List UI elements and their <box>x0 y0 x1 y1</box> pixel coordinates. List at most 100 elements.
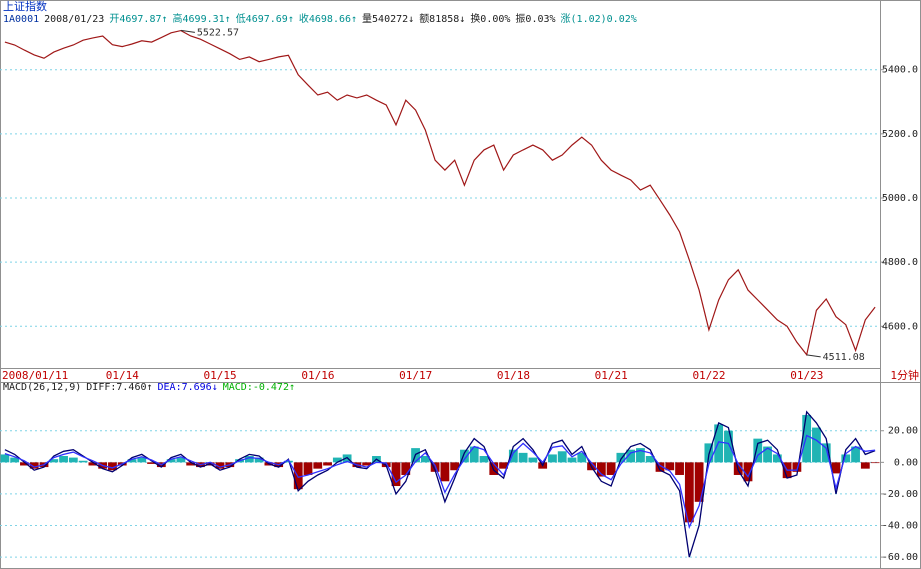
macd-bar <box>68 457 78 463</box>
header-item: 1A0001 <box>3 14 39 25</box>
x-tick-label: 01/22 <box>692 369 725 382</box>
y-tick-label: 5000.0 <box>882 193 918 204</box>
y-tick-label: -40.00 <box>882 521 918 532</box>
macd-line <box>4 410 876 558</box>
macd-bar <box>332 457 342 463</box>
macd-bar <box>10 457 20 463</box>
x-tick-label: 2008/01/11 <box>2 369 68 382</box>
macd-bar <box>20 462 29 466</box>
macd-bar <box>792 462 802 472</box>
macd-bar <box>78 460 88 463</box>
macd-bar <box>860 462 870 469</box>
macd-bar <box>450 462 460 471</box>
header-item: 2008/01/23 <box>44 14 104 25</box>
macd-bar <box>763 446 772 463</box>
macd-bar <box>831 462 841 474</box>
macd-bar <box>518 452 528 463</box>
annotation-leader <box>180 29 195 33</box>
header-item: 涨(1.02)0.02% <box>561 13 637 25</box>
macd-bar <box>724 430 733 463</box>
chart-title: 上证指数 <box>3 0 47 13</box>
y-tick-label: 20.00 <box>888 426 918 437</box>
macd-bar <box>0 454 10 463</box>
macd-bar <box>508 449 518 463</box>
macd-bar <box>362 462 372 466</box>
price-line <box>4 29 876 357</box>
x-tick-label: 01/17 <box>399 369 432 382</box>
macd-bar <box>841 454 851 463</box>
macd-bar <box>499 462 508 469</box>
header-item: 高4699.31↑ <box>173 12 231 25</box>
x-tick-label: 01/15 <box>204 369 237 382</box>
macd-bar <box>567 457 577 463</box>
macd-bar <box>244 456 254 463</box>
macd-bar <box>528 457 538 463</box>
y-tick-label: 4600.0 <box>882 321 918 332</box>
header-item: 振0.03% <box>515 12 555 25</box>
x-tick-label: 01/23 <box>790 369 823 382</box>
macd-bar <box>29 462 39 469</box>
y-tick-label: -60.00 <box>882 552 918 563</box>
macd-bar <box>284 460 293 463</box>
header-item: 额81858↓ <box>419 12 465 25</box>
x-tick-label: 01/18 <box>497 369 530 382</box>
macd-bar <box>557 451 567 463</box>
macd-bar <box>254 457 264 463</box>
annotation-leader <box>806 354 821 358</box>
macd-bar <box>88 462 98 466</box>
macd-bar <box>821 443 831 463</box>
period-label: 1分钟 <box>890 368 919 382</box>
macd-bar <box>469 446 479 463</box>
header-item: MACD:-0.472↑ <box>223 382 295 393</box>
y-tick-label: 5200.0 <box>882 129 918 140</box>
macd-bar <box>675 462 684 475</box>
macd-bar <box>313 462 323 469</box>
x-tick-label: 01/16 <box>301 369 334 382</box>
y-tick-label: 4800.0 <box>882 257 918 268</box>
macd-bar <box>215 462 225 469</box>
macd-bar <box>645 456 655 463</box>
y-tick-label: -20.00 <box>882 489 918 500</box>
macd-bar <box>870 462 880 464</box>
header-item: MACD(26,12,9) <box>3 382 81 393</box>
macd-bar <box>166 459 176 463</box>
macd-bar <box>176 457 186 463</box>
macd-bar <box>596 462 606 477</box>
annotation: 4511.08 <box>823 352 865 363</box>
macd-bar <box>665 462 675 471</box>
macd-bar <box>108 462 117 471</box>
macd-bar <box>186 462 196 466</box>
macd-bar <box>772 454 782 463</box>
header-item: 开4697.87↑ <box>109 14 167 25</box>
macd-bar <box>753 438 763 463</box>
macd-bar <box>577 452 587 463</box>
macd-bar <box>636 448 645 463</box>
macd-bar <box>293 462 303 490</box>
x-tick-label: 01/21 <box>595 369 628 382</box>
macd-bar <box>59 456 68 463</box>
macd-bar <box>420 456 430 463</box>
macd-bar <box>381 462 391 468</box>
macd-bar <box>479 456 489 463</box>
macd-bar <box>303 462 313 475</box>
macd-bar <box>137 457 147 463</box>
header-item: 低4697.69↑ <box>236 12 294 25</box>
x-tick-label: 01/14 <box>106 369 139 382</box>
macd-bar <box>548 454 557 463</box>
header-item: 量540272↓ <box>362 13 414 25</box>
header-item: DIFF:7.460↑ <box>86 382 152 393</box>
header-item: DEA:7.696↓ <box>158 382 218 393</box>
macd-bar <box>391 462 401 487</box>
macd-bar <box>606 462 616 475</box>
macd-bar <box>323 462 332 466</box>
macd-bar <box>49 459 59 463</box>
macd-bar <box>401 462 411 475</box>
header-item: 收4698.66↑ <box>299 12 357 25</box>
macd-bar <box>127 459 137 463</box>
macd-bar <box>743 462 753 482</box>
macd-bar <box>147 462 156 464</box>
macd-bar <box>616 452 626 463</box>
macd-bar <box>851 446 860 463</box>
